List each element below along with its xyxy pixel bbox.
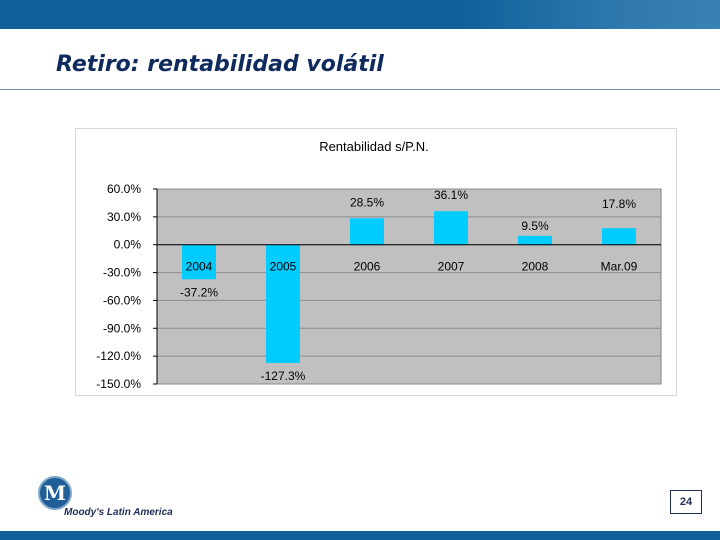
data-label: 9.5%	[521, 219, 549, 233]
footer-band	[0, 531, 720, 540]
bar	[266, 244, 300, 363]
x-tick-label: 2006	[354, 260, 381, 274]
data-label: 17.8%	[602, 197, 636, 211]
y-tick-label: -60.0%	[103, 293, 141, 307]
data-label: 36.1%	[434, 188, 468, 202]
x-tick-label: 2005	[270, 260, 297, 274]
bar	[518, 235, 552, 245]
bar	[182, 244, 216, 280]
x-tick-label: 2007	[438, 260, 465, 274]
x-tick-label: Mar.09	[601, 260, 638, 274]
y-tick-label: 30.0%	[107, 210, 141, 224]
bar	[350, 218, 384, 245]
data-label: -37.2%	[180, 285, 218, 299]
bar	[602, 228, 636, 245]
data-label: 28.5%	[350, 195, 384, 209]
logo-letter: M	[43, 481, 67, 505]
data-label: -127.3%	[261, 369, 306, 383]
y-tick-label: 60.0%	[107, 182, 141, 196]
page-number: 24	[670, 490, 702, 514]
header-band	[0, 0, 720, 29]
header-decoration	[460, 0, 720, 29]
y-tick-label: -150.0%	[96, 377, 141, 391]
bar	[434, 211, 468, 245]
title-divider	[0, 89, 720, 90]
slide-title: Retiro: rentabilidad volátil	[56, 52, 384, 77]
chart-title: Rentabilidad s/P.N.	[319, 139, 429, 154]
y-tick-label: 0.0%	[114, 238, 142, 252]
y-tick-label: -120.0%	[96, 349, 141, 363]
moodys-logo-icon: M	[38, 476, 72, 510]
x-tick-label: 2008	[522, 260, 549, 274]
brand-name: Moody's Latin America	[64, 507, 173, 518]
y-tick-label: -30.0%	[103, 266, 141, 280]
x-tick-label: 2004	[186, 260, 213, 274]
plot-area	[156, 188, 662, 385]
y-tick-label: -90.0%	[103, 321, 141, 335]
